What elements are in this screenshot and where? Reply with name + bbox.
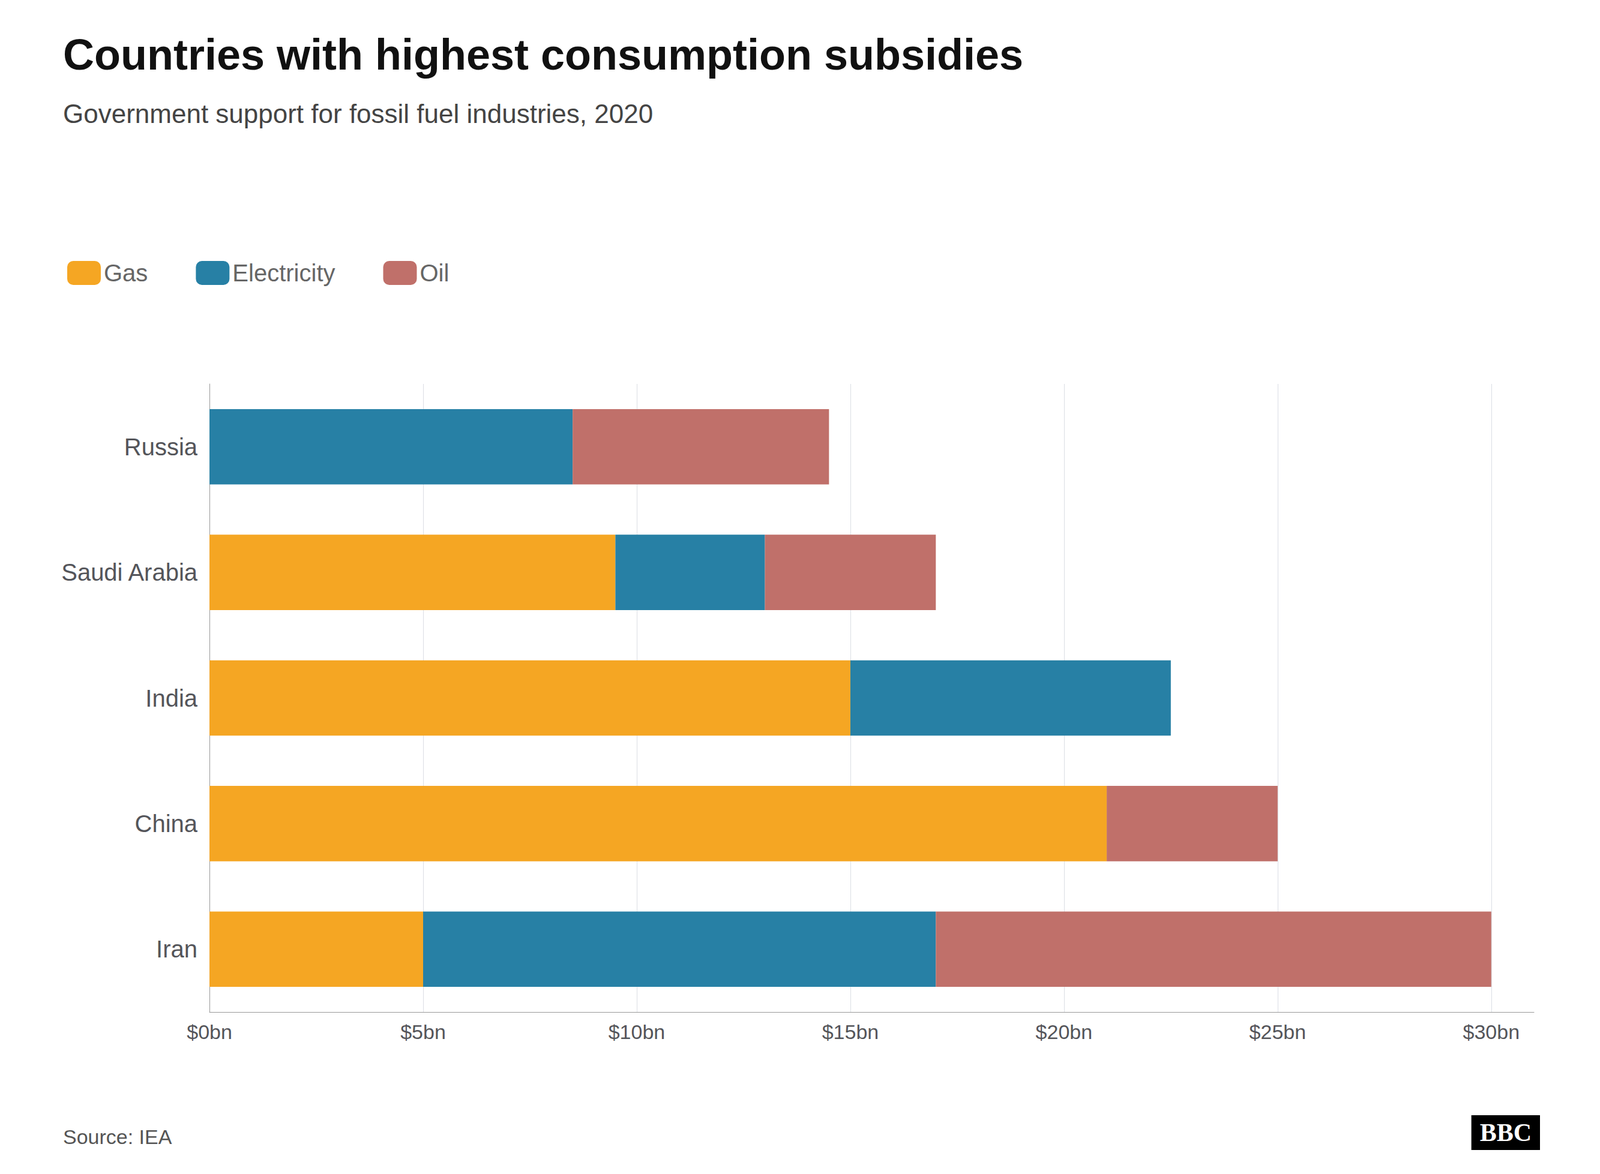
svg-text:Government support for fossil: Government support for fossil fuel indus… (63, 99, 653, 129)
svg-text:Electricity: Electricity (232, 259, 335, 287)
svg-text:Oil: Oil (419, 259, 449, 287)
svg-text:Gas: Gas (103, 259, 148, 287)
svg-text:Iran: Iran (156, 936, 198, 963)
svg-text:Russia: Russia (124, 433, 199, 461)
svg-text:Source: IEA: Source: IEA (63, 1125, 173, 1149)
svg-text:BBC: BBC (1479, 1119, 1532, 1147)
svg-text:India: India (145, 685, 198, 712)
svg-text:$10bn: $10bn (608, 1020, 666, 1044)
svg-text:$20bn: $20bn (1035, 1020, 1093, 1044)
svg-text:$25bn: $25bn (1249, 1020, 1307, 1044)
svg-text:$5bn: $5bn (400, 1020, 446, 1044)
svg-text:Countries with highest consump: Countries with highest consumption subsi… (63, 30, 1024, 79)
svg-text:$0bn: $0bn (186, 1020, 233, 1044)
svg-text:China: China (135, 810, 199, 838)
svg-text:$15bn: $15bn (822, 1020, 880, 1044)
svg-text:Saudi Arabia: Saudi Arabia (61, 559, 199, 586)
svg-text:$30bn: $30bn (1463, 1020, 1521, 1044)
